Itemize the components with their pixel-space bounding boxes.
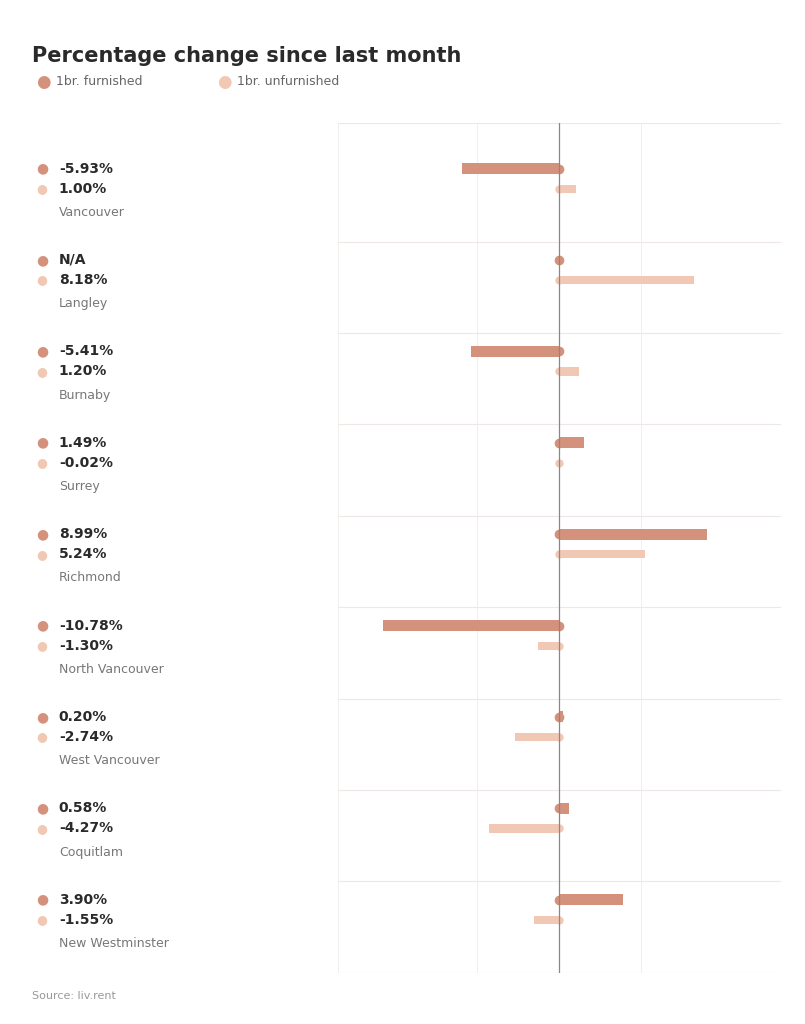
Bar — [462, 163, 559, 174]
Text: 8.99%: 8.99% — [59, 527, 107, 541]
Bar — [559, 184, 576, 193]
Bar — [559, 550, 646, 558]
Text: Surrey: Surrey — [59, 480, 100, 494]
Text: 1br. furnished: 1br. furnished — [56, 76, 142, 88]
Text: ●: ● — [36, 253, 48, 267]
Text: ●: ● — [36, 822, 47, 835]
Text: -4.27%: -4.27% — [59, 821, 113, 836]
Bar — [514, 733, 559, 741]
Text: -5.41%: -5.41% — [59, 344, 113, 358]
Bar — [471, 346, 559, 356]
Text: 3.90%: 3.90% — [59, 893, 107, 906]
Text: Vancouver: Vancouver — [59, 206, 125, 219]
Text: ●: ● — [36, 802, 48, 815]
Text: ●: ● — [217, 73, 232, 91]
Text: Source: liv.rent: Source: liv.rent — [32, 991, 116, 1001]
Text: ●: ● — [36, 73, 51, 91]
Bar — [489, 824, 559, 833]
Text: ●: ● — [36, 436, 48, 450]
Text: ●: ● — [36, 273, 47, 287]
Text: -5.93%: -5.93% — [59, 162, 113, 175]
Bar — [559, 437, 584, 449]
Text: 1.49%: 1.49% — [59, 436, 107, 450]
Text: 0.20%: 0.20% — [59, 710, 107, 724]
Text: 8.18%: 8.18% — [59, 273, 107, 287]
Bar — [559, 803, 569, 814]
Text: Langley: Langley — [59, 297, 108, 310]
Text: ●: ● — [36, 457, 47, 469]
Text: Percentage change since last month: Percentage change since last month — [32, 46, 461, 67]
Text: Richmond: Richmond — [59, 571, 122, 585]
Bar — [382, 621, 559, 631]
Text: Coquitlam: Coquitlam — [59, 846, 123, 859]
Text: N/A: N/A — [59, 253, 86, 267]
Text: 1.00%: 1.00% — [59, 181, 107, 196]
Text: ●: ● — [36, 893, 48, 906]
Text: 0.58%: 0.58% — [59, 802, 107, 815]
Text: ●: ● — [36, 710, 48, 724]
Text: ●: ● — [36, 913, 47, 927]
Text: Burnaby: Burnaby — [59, 389, 111, 401]
Text: 5.24%: 5.24% — [59, 547, 107, 561]
Text: West Vancouver: West Vancouver — [59, 755, 159, 767]
Text: 1.20%: 1.20% — [59, 365, 107, 379]
Bar — [539, 641, 559, 650]
Text: North Vancouver: North Vancouver — [59, 663, 163, 676]
Text: New Westminster: New Westminster — [59, 937, 168, 950]
Text: ●: ● — [36, 182, 47, 196]
Bar — [559, 275, 694, 285]
Text: -1.55%: -1.55% — [59, 912, 113, 927]
Text: -2.74%: -2.74% — [59, 730, 113, 744]
Text: -10.78%: -10.78% — [59, 618, 122, 633]
Text: -0.02%: -0.02% — [59, 456, 113, 470]
Text: ●: ● — [36, 730, 47, 743]
Bar — [559, 368, 579, 376]
Bar — [559, 712, 563, 722]
Text: 1br. unfurnished: 1br. unfurnished — [237, 76, 340, 88]
Text: ●: ● — [36, 548, 47, 561]
Bar — [559, 528, 707, 540]
Bar — [559, 894, 623, 905]
Text: ●: ● — [36, 344, 48, 358]
Text: ●: ● — [36, 618, 48, 633]
Text: ●: ● — [36, 527, 48, 541]
Text: -1.30%: -1.30% — [59, 639, 113, 652]
Text: ●: ● — [36, 639, 47, 652]
Text: ●: ● — [36, 162, 48, 175]
Text: ●: ● — [36, 365, 47, 378]
Bar — [534, 915, 559, 924]
